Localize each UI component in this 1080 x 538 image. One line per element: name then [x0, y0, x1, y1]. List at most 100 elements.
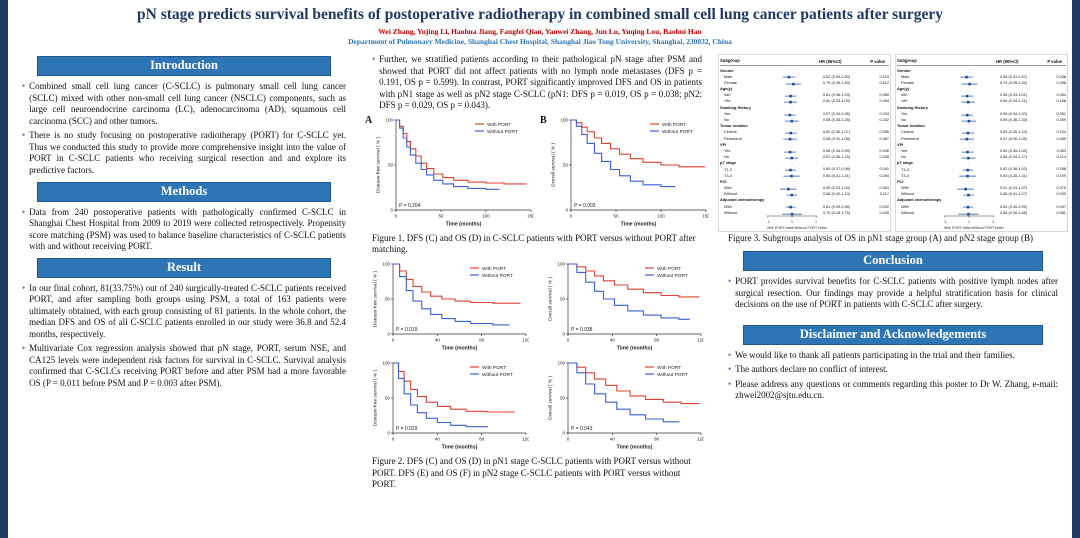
forest-data-row: T3-4 0.66 (0.31-1.41) 0.284	[724, 173, 889, 180]
svg-text:100: 100	[557, 361, 565, 366]
svg-text:10: 10	[815, 220, 817, 224]
forest-group-row: Adjuvant chemotherapy	[720, 198, 793, 205]
bullet-text: Further, we stratified patients accordin…	[379, 54, 702, 111]
forest-data-row: ≤60 0.61 (0.36-1.03) 0.065	[724, 93, 889, 100]
svg-text:With PORT: With PORT	[482, 365, 506, 371]
figure2-caption: Figure 2. DFS (C) and OS (D) in pN1 stag…	[372, 456, 691, 489]
svg-text:Time (months): Time (months)	[441, 346, 477, 352]
bullet-item: • In our final cohort, 81(33.75%) out of …	[22, 283, 346, 341]
svg-text:1: 1	[968, 220, 970, 224]
forest-data-row: >60 0.60 (0.33-1.09) 0.094	[724, 99, 889, 106]
svg-text:0: 0	[391, 338, 394, 343]
forest-data-row: Peripheral 0.58 (0.31-1.08) 0.087	[724, 136, 889, 143]
forest-data-row: Peripheral 0.57 (0.30-1.09) 0.089	[901, 136, 1066, 143]
figure1-panel-a: A 0 50 100 150 0 50 100 With PORT Without PORT P …	[365, 114, 535, 232]
svg-text:100: 100	[557, 262, 565, 267]
svg-text:Without PORT: Without PORT	[657, 273, 688, 279]
bullet-item: • Data from 240 postoperative patients wi…	[22, 207, 346, 253]
left-column: Introduction • Combined small cell lung c…	[14, 51, 354, 492]
svg-text:80: 80	[654, 338, 660, 343]
km-plot-dfs-pn2: 0 40 80 120 0 50 100 With PORT Without PORT P = 0…	[371, 358, 530, 455]
bullet-icon: •	[22, 343, 26, 354]
left-border-bar	[0, 0, 8, 538]
svg-text:P = 0.043: P = 0.043	[571, 426, 593, 432]
poster-affiliation: Department of Pulmonary Medicine, Shangh…	[348, 37, 732, 47]
forest-col-subgroup: Subgroup	[720, 59, 740, 64]
forest-data-row: ≤60 0.58 (0.33-1.01) 0.054	[901, 93, 1066, 100]
forest-data-row: No 0.67 (0.36-1.25) 0.208	[724, 154, 889, 162]
poster-title: pN stage predicts survival benefits of p…	[137, 6, 943, 23]
forest-group-row: Tumor location	[720, 123, 793, 131]
bullet-text: Data from 240 postoperative patients wit…	[29, 206, 346, 252]
svg-text:40: 40	[609, 338, 615, 343]
bullet-item: • The authors declare no conflict of inte…	[728, 364, 1058, 376]
svg-text:Without PORT: Without PORT	[657, 372, 688, 378]
forest-footer: With PORT better Without PORT better	[944, 225, 1004, 230]
svg-text:P = 0.019: P = 0.019	[396, 327, 418, 333]
forest-data-row: Without 0.70 (0.28-1.75) 0.445	[724, 210, 889, 217]
result-bullets: • In our final cohort, 81(33.75%) out of …	[14, 283, 354, 390]
further-results-bullets: • Further, we stratified patients accordi…	[364, 54, 710, 112]
forest-group-row: Age(y)	[897, 86, 970, 94]
bullet-text: PORT provides survival benefits for C-SC…	[735, 276, 1058, 310]
section-header-conclusion: Conclusion	[743, 251, 1043, 272]
section-header-disclaimer: Disclaimer and Acknowledgements	[743, 324, 1043, 345]
forest-col-p: P value	[1047, 58, 1062, 64]
svg-text:0: 0	[566, 338, 569, 343]
svg-text:80: 80	[479, 437, 485, 442]
svg-text:50: 50	[384, 297, 390, 302]
svg-text:100: 100	[385, 118, 393, 123]
svg-text:Disease-free survival ( % ): Disease-free survival ( % )	[372, 271, 378, 328]
svg-text:100: 100	[560, 118, 568, 123]
forest-group-row: pT stage	[720, 161, 793, 168]
svg-text:100: 100	[382, 361, 390, 366]
svg-text:Without PORT: Without PORT	[487, 129, 518, 135]
bullet-text: We would like to thank all patients part…	[735, 349, 1015, 360]
forest-group-row: Gender	[720, 68, 793, 75]
forest-data-row: With 0.49 (0.23-1.04) 0.064	[724, 185, 889, 193]
forest-plot-pn2: Subgroup HR (95%CI) P value Gender Male 0.55 …	[895, 54, 1068, 232]
forest-data-row: No 0.68 (0.36-1.28) 0.232	[724, 117, 889, 124]
forest-data-row: Without 0.68 (0.42-1.10) 0.117	[724, 192, 889, 199]
svg-text:With PORT: With PORT	[487, 122, 511, 128]
conclusion-bullets: • PORT provides survival benefits for C-S…	[720, 276, 1066, 311]
svg-text:P = 0.038: P = 0.038	[571, 327, 593, 333]
bullet-item: • Please address any questions or comment…	[728, 379, 1058, 402]
forest-data-row: No 0.66 (0.34-1.27) 0.214	[901, 154, 1066, 162]
svg-text:With PORT: With PORT	[657, 266, 681, 272]
svg-text:0: 0	[387, 332, 390, 337]
forest-data-row: With 0.63 (0.40-0.99) 0.047	[901, 204, 1066, 211]
svg-text:Time (months): Time (months)	[446, 221, 482, 227]
forest-data-row: Yes 0.60 (0.35-1.03) 0.063	[901, 148, 1066, 155]
panel-label-b: B	[540, 114, 547, 126]
svg-text:0: 0	[391, 437, 394, 442]
svg-text:Time (months): Time (months)	[621, 221, 657, 227]
svg-text:50: 50	[613, 213, 619, 218]
forest-group-row: pT stage	[897, 161, 970, 168]
svg-text:Overall survival ( % ): Overall survival ( % )	[547, 277, 553, 322]
poster-columns: Introduction • Combined small cell lung c…	[0, 48, 1080, 492]
forest-data-row: T1-2 0.60 (0.37-0.98) 0.041	[724, 167, 889, 174]
panel-label-a: A	[365, 114, 373, 126]
disclaimer-bullets: • We would like to thank all patients par…	[720, 350, 1066, 402]
svg-text:P = 0.204: P = 0.204	[399, 203, 421, 209]
bullet-text: Please address any questions or comments…	[735, 378, 1058, 401]
bullet-text: Combined small cell lung cancer (C-SCLC)…	[29, 81, 346, 126]
forest-data-row: With 0.61 (0.39-0.96) 0.032	[724, 204, 889, 211]
km-plot-dfs-pn1: 0 40 80 120 0 50 100 With PORT Without PORT P = 0…	[371, 259, 530, 356]
svg-text:Time (months): Time (months)	[441, 445, 477, 451]
svg-text:Time (months): Time (months)	[616, 346, 652, 352]
forest-data-row: Yes 0.58 (0.34-0.99) 0.046	[724, 148, 889, 155]
section-header-result: Result	[36, 257, 332, 278]
forest-data-row: Yes 0.59 (0.34-1.00) 0.051	[901, 111, 1066, 118]
svg-text:40: 40	[609, 437, 615, 442]
forest-header-row: Subgroup HR (95%CI) P value	[720, 57, 889, 67]
svg-text:0: 0	[387, 431, 390, 436]
svg-text:40: 40	[434, 338, 440, 343]
bullet-item: • There is no study focusing on postopera…	[22, 130, 346, 176]
figure1-caption: Figure 1. DFS (C) and OS (D) in C-SCLC p…	[372, 232, 696, 255]
bullet-icon: •	[728, 276, 732, 287]
forest-data-row: Male 0.55 (0.31-0.97) 0.038	[901, 74, 1066, 81]
figure3: Subgroup HR (95%CI) P value Gender Male 0.52 …	[718, 54, 1068, 232]
figure2: 0 40 80 120 0 50 100 With PORT Without PORT P = 0…	[364, 259, 710, 455]
